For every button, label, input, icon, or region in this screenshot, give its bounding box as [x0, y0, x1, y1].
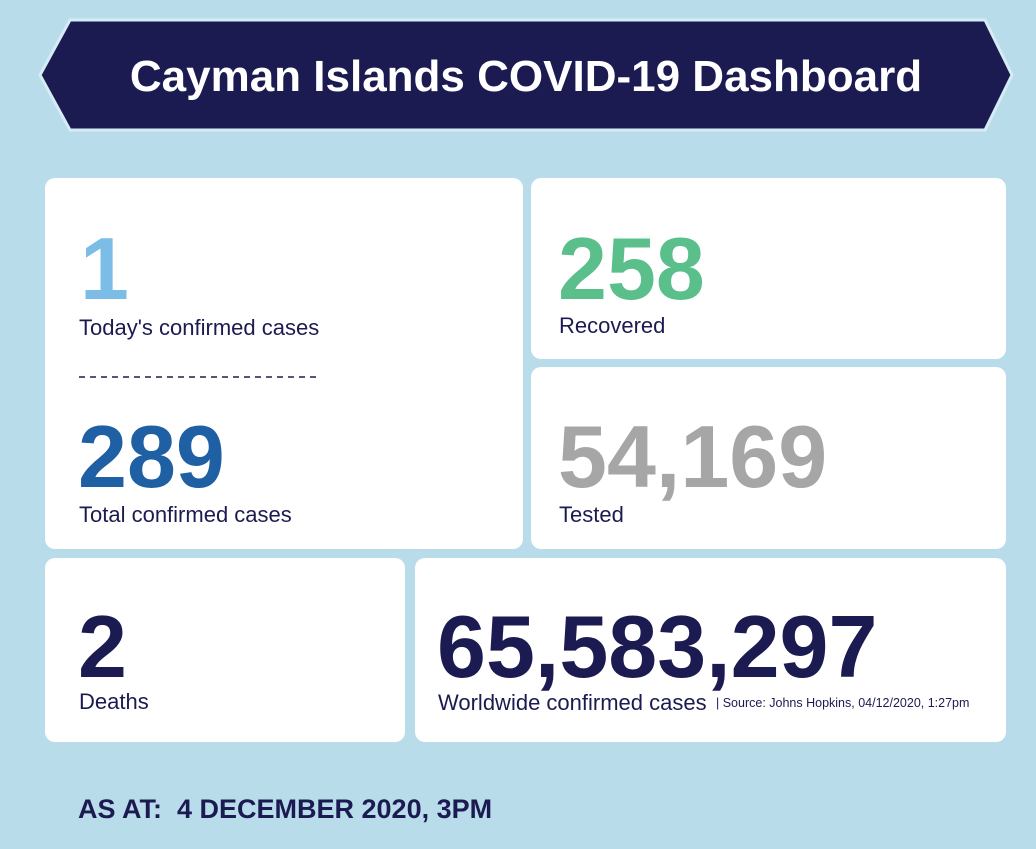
stat-label: Deaths [79, 689, 149, 714]
card [415, 558, 1006, 742]
footer-date: AS AT: 4 DECEMBER 2020, 3PM [78, 794, 492, 824]
stat-value: 54,169 [558, 407, 827, 506]
stat-value: 1 [80, 219, 129, 318]
stat-label: Today's confirmed cases [79, 315, 319, 340]
stat-value: 65,583,297 [437, 597, 877, 696]
card [531, 367, 1006, 549]
card [45, 558, 405, 742]
stat-label: Total confirmed cases [79, 502, 292, 527]
title-banner [38, 18, 1014, 132]
stat-value: 2 [78, 597, 127, 696]
stat-label: Recovered [559, 313, 665, 338]
card [531, 178, 1006, 359]
source-note: | Source: Johns Hopkins, 04/12/2020, 1:2… [716, 696, 969, 710]
stat-label: Tested [559, 502, 624, 527]
stat-value: 289 [78, 407, 225, 506]
stat-value: 258 [558, 219, 705, 318]
card [45, 178, 523, 549]
stat-label: Worldwide confirmed cases [438, 690, 707, 715]
title: Cayman Islands COVID-19 Dashboard [130, 52, 922, 101]
